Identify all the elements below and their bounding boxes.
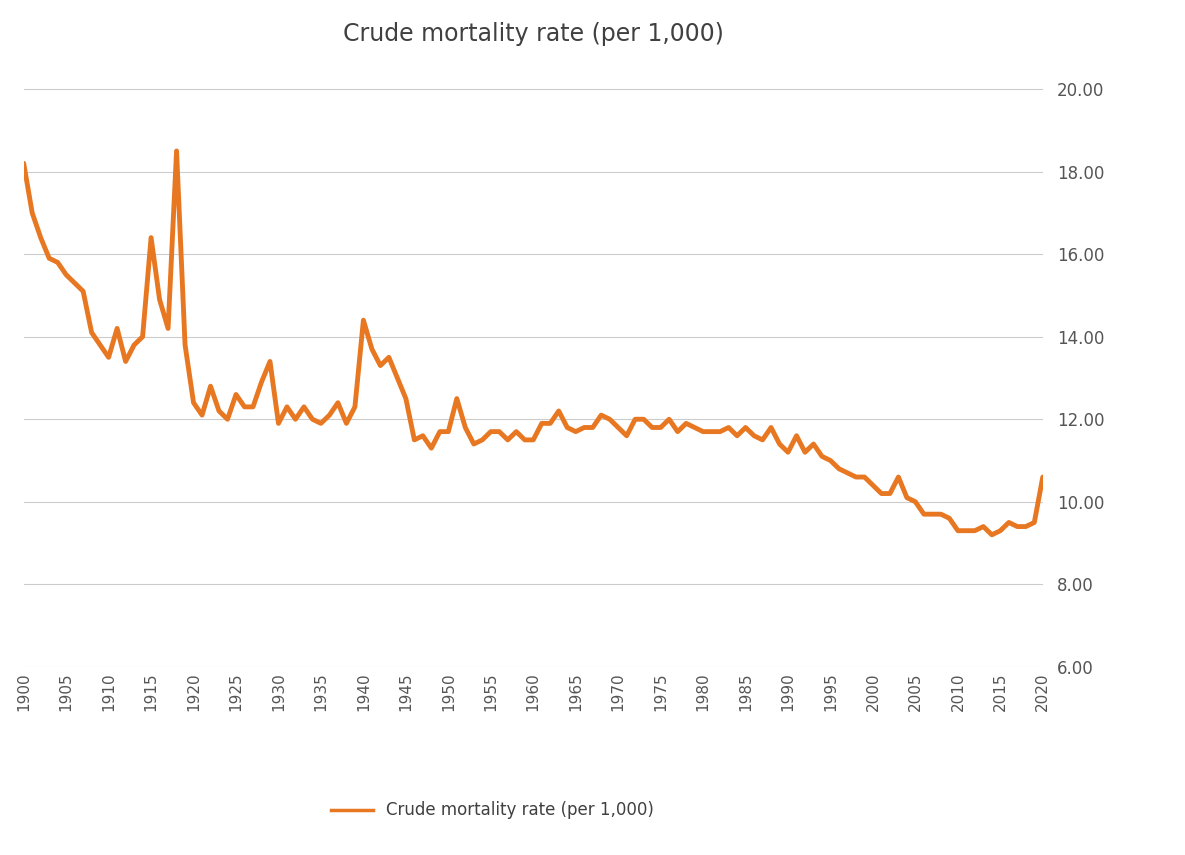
- Title: Crude mortality rate (per 1,000): Crude mortality rate (per 1,000): [342, 21, 724, 45]
- Legend: Crude mortality rate (per 1,000): Crude mortality rate (per 1,000): [325, 795, 660, 826]
